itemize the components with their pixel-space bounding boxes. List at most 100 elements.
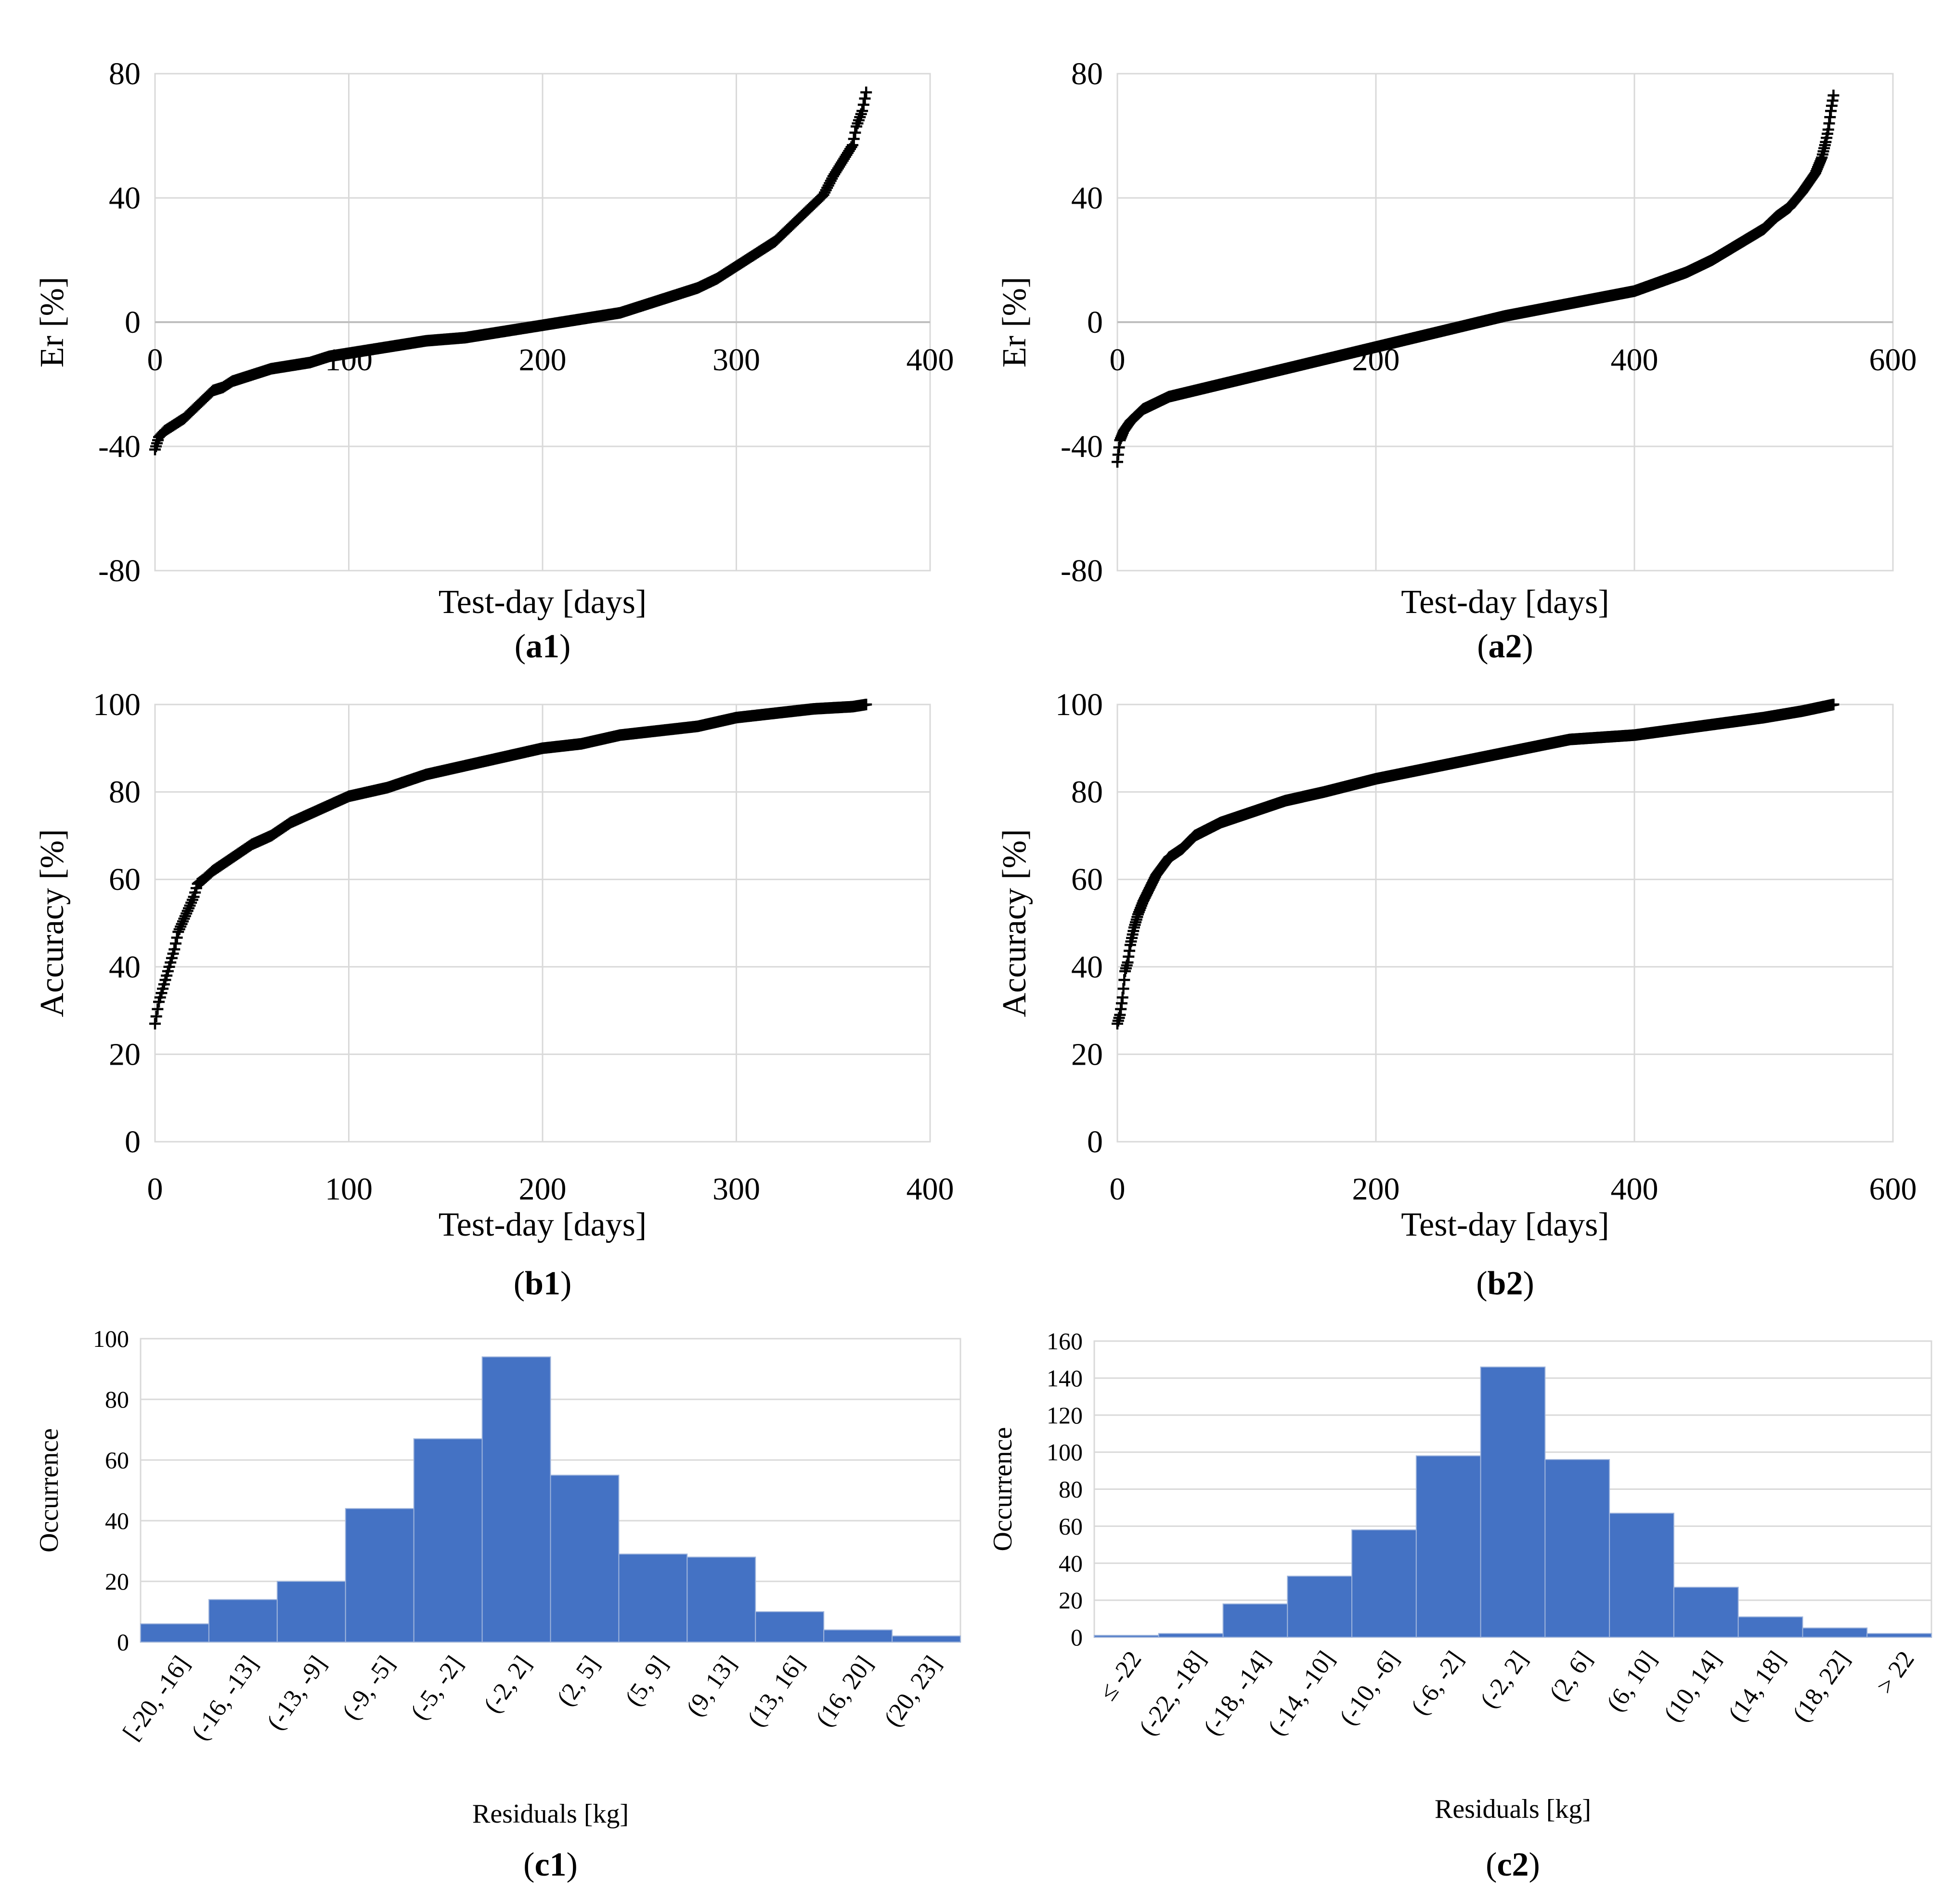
data-point xyxy=(860,86,872,98)
data-point xyxy=(498,326,510,338)
x-category-label: (9, 13] xyxy=(681,1651,742,1721)
data-point xyxy=(172,926,184,938)
data-point-fill xyxy=(849,127,861,139)
data-point xyxy=(1122,956,1134,968)
x-tick-label: 300 xyxy=(712,342,760,378)
histogram-bar xyxy=(208,1599,278,1643)
data-point xyxy=(1370,773,1382,785)
data-point xyxy=(1629,285,1640,297)
data-point xyxy=(730,260,742,272)
data-point xyxy=(343,347,355,359)
y-tick-label: -40 xyxy=(1061,429,1103,464)
data-point xyxy=(265,830,277,842)
data-point xyxy=(1629,729,1640,741)
data-point xyxy=(1118,425,1130,437)
data-point xyxy=(1499,310,1511,322)
bars xyxy=(140,1356,961,1643)
histogram-bar xyxy=(1866,1633,1932,1638)
data-point xyxy=(1816,152,1828,164)
x-tick-label: 600 xyxy=(1869,1172,1917,1207)
data-point xyxy=(1435,326,1447,338)
x-category-label: (-9, -5] xyxy=(337,1651,400,1725)
histogram-bar xyxy=(823,1629,893,1643)
y-tick-label: 0 xyxy=(1071,1624,1083,1651)
data-point xyxy=(1706,254,1718,266)
panel-label: (b2) xyxy=(1476,1265,1534,1302)
y-tick-label: 0 xyxy=(1087,1124,1103,1160)
x-tick-label: 400 xyxy=(907,342,954,378)
histogram-bar xyxy=(276,1581,346,1643)
data-point xyxy=(827,170,839,182)
y-axis-title: Accuracy [%] xyxy=(996,829,1033,1017)
data-point-fill xyxy=(181,905,194,917)
data-point xyxy=(459,760,471,772)
histogram-bar xyxy=(1737,1616,1803,1638)
data-point xyxy=(750,248,762,260)
histogram-bar xyxy=(892,1635,961,1643)
data-point xyxy=(153,996,165,1008)
panel-label: (a2) xyxy=(1477,628,1533,665)
data-point xyxy=(1189,384,1201,396)
histogram-bar xyxy=(550,1474,620,1643)
data-point xyxy=(1114,434,1126,446)
histogram-bar xyxy=(1802,1627,1868,1638)
data-point xyxy=(789,217,801,229)
data-point xyxy=(1131,409,1143,421)
data-point xyxy=(149,1017,161,1030)
y-tick-label: 40 xyxy=(1059,1550,1083,1577)
data-point xyxy=(217,381,229,393)
data-point xyxy=(207,384,219,396)
x-tick-label: 600 xyxy=(1869,342,1917,378)
data-point-fill xyxy=(169,938,181,950)
y-tick-label: 60 xyxy=(105,1447,129,1474)
data-point xyxy=(1758,223,1770,235)
data-point xyxy=(1771,210,1783,222)
data-point xyxy=(161,969,173,981)
histogram-bar xyxy=(140,1623,209,1643)
data-point xyxy=(817,189,829,201)
x-category-label: (-16, -13] xyxy=(186,1651,263,1746)
x-category-label: (2, 5] xyxy=(552,1651,605,1711)
data-point xyxy=(168,943,181,955)
data-series xyxy=(1112,90,1839,468)
data-point xyxy=(1163,391,1175,403)
data-point xyxy=(304,356,316,368)
histogram-bar xyxy=(1544,1459,1610,1638)
data-point xyxy=(192,878,204,890)
data-point xyxy=(1564,298,1576,310)
y-tick-label: 60 xyxy=(109,862,141,897)
data-point xyxy=(165,956,177,968)
data-point xyxy=(847,701,858,713)
data-point xyxy=(178,913,190,925)
x-category-label: (2, 6] xyxy=(1544,1646,1598,1707)
panel-label: (a1) xyxy=(515,628,571,665)
x-tick-label: 0 xyxy=(147,342,163,378)
data-series xyxy=(149,699,872,1030)
data-point xyxy=(153,431,165,443)
gridlines xyxy=(154,704,931,1143)
data-point xyxy=(1128,922,1140,934)
histogram-bar xyxy=(1673,1587,1739,1638)
y-tick-label: 40 xyxy=(109,181,141,216)
x-category-label: (-2, 2] xyxy=(1475,1646,1533,1713)
data-point xyxy=(304,808,316,820)
x-category-label: (14, 18] xyxy=(1723,1646,1791,1727)
x-category-label: [-20, -16] xyxy=(118,1651,195,1746)
data-point xyxy=(1680,266,1692,278)
data-point xyxy=(1784,201,1796,213)
x-tick-label: 0 xyxy=(1110,342,1126,378)
histogram-bar xyxy=(413,1438,483,1643)
x-tick-label: 100 xyxy=(325,1172,373,1207)
data-point xyxy=(1822,124,1834,136)
data-point xyxy=(188,891,200,903)
y-axis-title: Occurrence xyxy=(34,1428,64,1552)
y-tick-label: 40 xyxy=(1071,181,1103,216)
data-point xyxy=(159,425,171,437)
data-point-fill xyxy=(152,1003,164,1015)
y-tick-label: 40 xyxy=(1071,950,1103,985)
data-point xyxy=(653,725,665,737)
data-point xyxy=(207,865,219,877)
data-point xyxy=(1820,136,1832,148)
x-axis-title: Residuals [kg] xyxy=(472,1799,629,1829)
